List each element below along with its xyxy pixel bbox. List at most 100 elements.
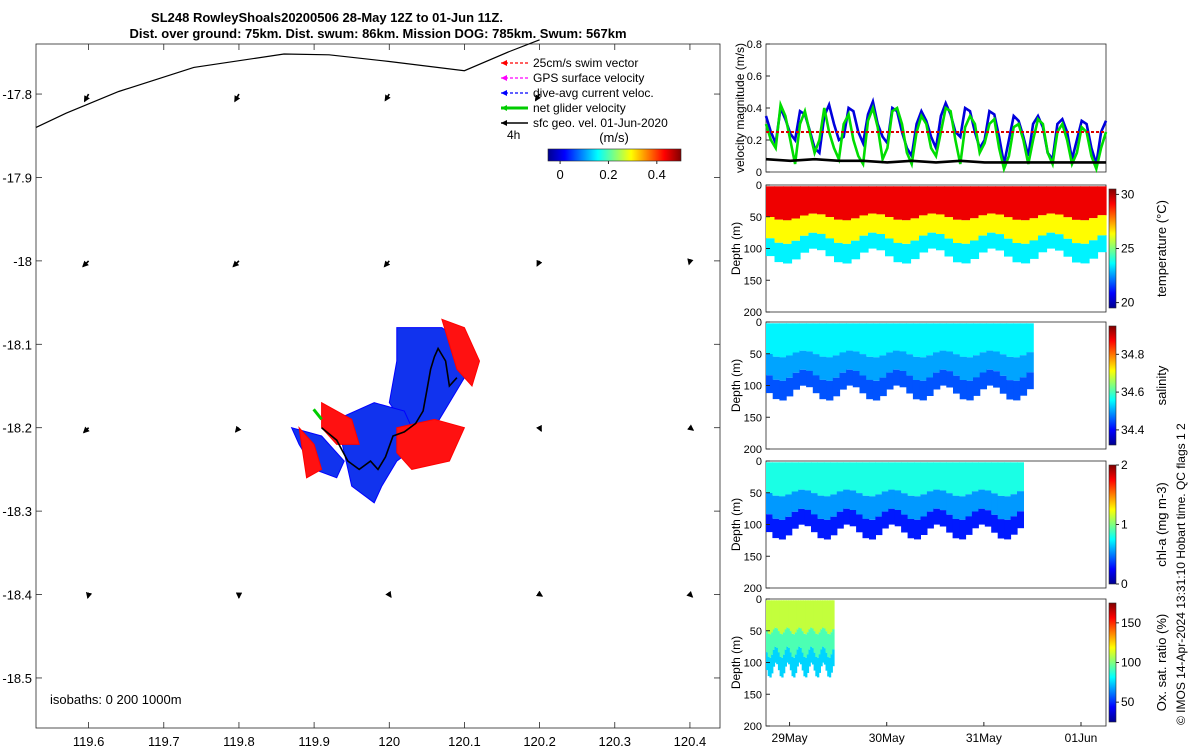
section-mid-band bbox=[769, 634, 772, 658]
section-lower-band bbox=[834, 242, 844, 263]
time-xtick-label: 01Jun bbox=[1065, 731, 1098, 745]
section-mid-band bbox=[856, 493, 864, 515]
section-lower-band bbox=[766, 652, 769, 671]
map-ytick-label: -17.8 bbox=[2, 87, 32, 102]
section-mid-band bbox=[933, 352, 941, 373]
section-mid-band bbox=[808, 629, 811, 650]
section-upper-band bbox=[902, 186, 912, 221]
section-upper-band bbox=[781, 600, 784, 635]
section-mid-band bbox=[966, 357, 974, 381]
section-upper-band bbox=[804, 462, 812, 491]
section-lower-band bbox=[793, 657, 796, 678]
section-upper-band bbox=[959, 462, 967, 497]
time-xtick-label: 31May bbox=[966, 731, 1002, 745]
section-upper-band bbox=[872, 323, 881, 358]
section-mid-band bbox=[965, 494, 973, 517]
section-upper-band bbox=[823, 600, 827, 629]
section-upper-band bbox=[912, 323, 921, 357]
section-mid-band bbox=[832, 629, 835, 650]
legend-scale-label: 4h bbox=[507, 128, 520, 142]
section-lower-band bbox=[859, 375, 867, 394]
map-xtick-label: 119.7 bbox=[148, 734, 180, 749]
section-lower-band bbox=[794, 654, 798, 674]
section-lower-band bbox=[817, 657, 820, 678]
geo-vector bbox=[234, 93, 241, 103]
section-upper-band bbox=[1080, 186, 1090, 221]
section-lower-band bbox=[846, 369, 854, 386]
section-mid-band bbox=[920, 494, 928, 517]
section-lower-band bbox=[953, 243, 963, 263]
section-mid-band bbox=[827, 633, 830, 658]
section-mid-band bbox=[798, 489, 806, 509]
section-lower-band bbox=[1063, 238, 1073, 257]
section-ytick-label: 100 bbox=[744, 381, 762, 393]
section-lower-band bbox=[946, 514, 954, 533]
section-cbar-tick-label: 100 bbox=[1121, 656, 1141, 670]
section-mid-band bbox=[772, 356, 780, 380]
section-mid-band bbox=[766, 354, 774, 376]
geo-vector bbox=[232, 260, 240, 268]
section-upper-band bbox=[798, 462, 806, 490]
section-mid-band bbox=[819, 356, 827, 380]
section-upper-band bbox=[885, 186, 895, 218]
map-xtick-label: 119.6 bbox=[73, 734, 105, 749]
section-upper-band bbox=[907, 462, 915, 496]
map-xtick-label: 120.4 bbox=[674, 734, 707, 749]
section-upper-band bbox=[832, 600, 835, 630]
section-lower-band bbox=[881, 511, 889, 529]
section-mid-band bbox=[926, 491, 934, 512]
section-upper-band bbox=[801, 600, 804, 632]
section-mid-band bbox=[953, 354, 961, 376]
section-upper-band bbox=[862, 462, 870, 496]
section-mid-band bbox=[791, 491, 799, 512]
section-upper-band bbox=[825, 600, 828, 632]
section-mid-band bbox=[781, 634, 784, 658]
section-ytick-label: 0 bbox=[756, 456, 762, 468]
section-ytick-label: 100 bbox=[744, 658, 762, 670]
section-mid-band bbox=[978, 489, 986, 509]
section-lower-band bbox=[800, 235, 810, 253]
section-upper-band bbox=[769, 600, 772, 635]
map-ytick-label: -18.5 bbox=[2, 671, 32, 686]
section-upper-band bbox=[820, 600, 823, 630]
section-lower-band bbox=[781, 657, 784, 678]
legend-label: sfc geo. vel. 01-Jun-2020 bbox=[533, 116, 668, 130]
section-upper-band bbox=[786, 323, 794, 356]
section-mid-band bbox=[792, 352, 800, 373]
section-mid-band bbox=[783, 632, 786, 655]
map-panel: 119.6 119.7 119.8 119.9 120 120.1 120.2 120.3 12… bbox=[2, 39, 721, 749]
section-lower-band bbox=[766, 238, 776, 257]
section-upper-band bbox=[987, 186, 997, 214]
section-upper-band bbox=[783, 186, 793, 221]
section-upper-band bbox=[791, 462, 799, 492]
section-lower-band bbox=[839, 372, 847, 390]
section-mid-band bbox=[894, 490, 902, 510]
section-upper-band bbox=[886, 323, 894, 353]
section-lower-band bbox=[902, 243, 912, 264]
section-mid-band bbox=[839, 352, 847, 373]
chl-panel: 0 50 100 150 200 Depth (m) 0 1 2 chl-a (mg m-3) bbox=[729, 456, 1169, 595]
credit-text: © IMOS 14-Apr-2024 13:31:10 Hobart time.… bbox=[1174, 423, 1188, 725]
section-upper-band bbox=[914, 462, 921, 497]
section-lower-band bbox=[820, 649, 823, 667]
section-lower-band bbox=[959, 519, 967, 540]
section-mid-band bbox=[879, 355, 887, 378]
section-lower-band bbox=[1038, 235, 1048, 253]
section-mid-band bbox=[881, 491, 889, 512]
legend-label: dive-avg current veloc. bbox=[533, 86, 654, 100]
section-mid-band bbox=[774, 627, 777, 647]
section-mid-band bbox=[899, 351, 907, 371]
section-mid-band bbox=[979, 352, 987, 373]
section-mid-band bbox=[876, 214, 886, 234]
section-mid-band bbox=[933, 489, 941, 509]
section-lower-band bbox=[1097, 235, 1107, 253]
section-mid-band bbox=[772, 495, 780, 519]
section-upper-band bbox=[811, 600, 815, 629]
section-mid-band bbox=[820, 629, 823, 650]
section-lower-band bbox=[894, 510, 902, 527]
section-lower-band bbox=[779, 380, 787, 401]
section-mid-band bbox=[1046, 213, 1056, 233]
map-xtick-label: 119.8 bbox=[223, 734, 255, 749]
section-mid-band bbox=[817, 634, 820, 658]
section-lower-band bbox=[872, 380, 881, 401]
